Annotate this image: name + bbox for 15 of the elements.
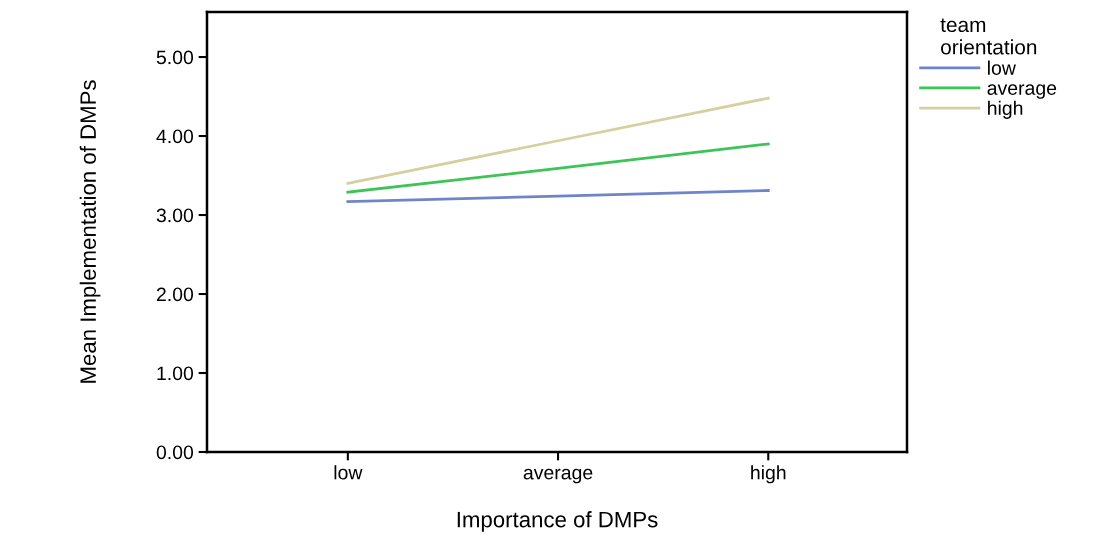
x-tick-label: low [334, 465, 363, 480]
x-tick-label: average [523, 468, 593, 484]
x-axis-title: Importance of DMPs [457, 511, 658, 532]
y-tick-label: 1.00 [157, 366, 194, 381]
y-tick-label: 0.00 [156, 445, 194, 460]
y-tick-label: 3.00 [156, 208, 194, 223]
legend-label: average [987, 84, 1057, 99]
y-tick-label: 4.00 [156, 129, 194, 144]
legend-label: high [988, 100, 1023, 119]
legend-label: low [988, 60, 1016, 75]
y-tick-label: 2.00 [156, 287, 194, 302]
y-axis-title: Mean Implementation of DMPs [79, 80, 101, 383]
legend-title: team orientation [940, 18, 1037, 55]
x-tick-label: high [751, 465, 786, 484]
y-tick-label: 5.00 [156, 50, 194, 65]
